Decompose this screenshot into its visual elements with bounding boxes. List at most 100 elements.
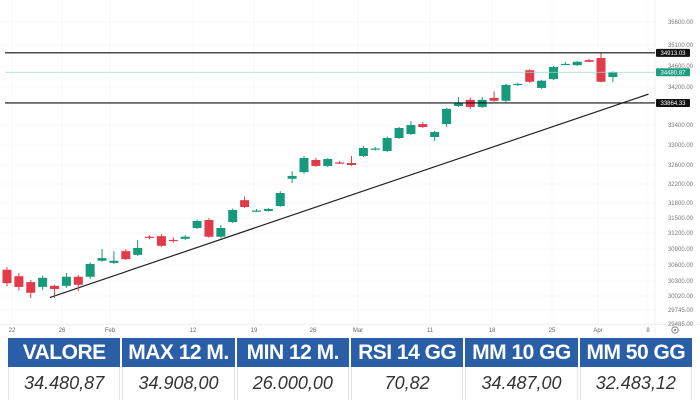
candle bbox=[73, 274, 83, 292]
candle-body bbox=[38, 277, 48, 287]
candle-body bbox=[97, 258, 107, 261]
candle-body bbox=[572, 61, 582, 66]
candle-body bbox=[513, 83, 523, 86]
candle bbox=[299, 156, 309, 174]
candle-body bbox=[287, 175, 297, 179]
candle-body bbox=[263, 209, 273, 211]
candle bbox=[513, 82, 523, 86]
value-rsi-14: 70,82 bbox=[351, 367, 464, 400]
x-tick-label: 8 bbox=[646, 328, 650, 334]
candle-body bbox=[73, 276, 83, 285]
candle bbox=[572, 60, 582, 66]
candle-body bbox=[14, 276, 24, 287]
candle-body bbox=[168, 239, 178, 242]
settings-icon[interactable] bbox=[671, 326, 679, 334]
x-tick-label: Apr bbox=[593, 328, 602, 334]
candle-body bbox=[418, 124, 428, 127]
y-tick-label: 34600.00 bbox=[668, 64, 694, 70]
candle-body bbox=[275, 193, 285, 206]
x-tick-label: 18 bbox=[489, 328, 496, 334]
header-valore: VALORE bbox=[8, 338, 121, 367]
candle bbox=[501, 83, 511, 103]
candle-body bbox=[323, 159, 333, 166]
candle bbox=[453, 96, 463, 107]
candle bbox=[442, 107, 452, 127]
candle-body bbox=[180, 236, 190, 239]
candle bbox=[406, 121, 416, 135]
candle bbox=[228, 208, 238, 223]
y-tick-label: 32200.00 bbox=[668, 182, 694, 188]
candle bbox=[430, 131, 440, 141]
level-label-box bbox=[656, 68, 690, 77]
candle-body bbox=[204, 220, 214, 237]
candle-body bbox=[240, 200, 250, 207]
candle-body bbox=[228, 210, 238, 222]
y-tick-label: 31500.00 bbox=[668, 216, 694, 222]
candle bbox=[311, 158, 321, 167]
stats-table: VALORE MAX 12 M. MIN 12 M. RSI 14 GG MM … bbox=[8, 338, 692, 400]
candle-body bbox=[145, 236, 155, 238]
candle-body bbox=[156, 236, 166, 246]
candle bbox=[121, 249, 131, 261]
candle-body bbox=[347, 163, 357, 165]
candle-body bbox=[548, 67, 558, 80]
candle-body bbox=[358, 148, 368, 156]
candle bbox=[145, 235, 155, 240]
y-tick-label: 29745.00 bbox=[668, 308, 694, 314]
candle bbox=[382, 136, 392, 152]
candle-body bbox=[109, 260, 119, 263]
candle-body bbox=[216, 228, 226, 237]
candle bbox=[180, 235, 190, 240]
y-tick-label: 35100.00 bbox=[668, 43, 694, 49]
candle bbox=[97, 249, 107, 262]
candle bbox=[323, 158, 333, 167]
candle bbox=[85, 262, 95, 279]
x-tick-label: 11 bbox=[427, 328, 434, 334]
level-label: 34913.03 bbox=[660, 51, 686, 57]
y-tick-label: 30600.00 bbox=[668, 263, 694, 269]
header-rsi-14: RSI 14 GG bbox=[351, 338, 464, 367]
candle-body bbox=[596, 58, 606, 82]
candle bbox=[358, 146, 368, 157]
y-tick-label: 30020.00 bbox=[668, 294, 694, 300]
candle bbox=[335, 161, 345, 164]
y-axis: 35600.00 35100.00 34600.00 34200.00 33400.00… bbox=[668, 20, 694, 328]
candle-body bbox=[50, 285, 60, 290]
candle bbox=[525, 69, 535, 83]
candle bbox=[38, 275, 48, 291]
x-axis: 22 26 Feb 12 19 26 Mar 11 18 25 Apr 8 bbox=[9, 328, 651, 334]
x-tick-label: Mar bbox=[353, 328, 363, 334]
candle-body bbox=[394, 128, 404, 138]
candle bbox=[26, 279, 36, 299]
candle-body bbox=[2, 269, 12, 284]
candle-body bbox=[525, 70, 535, 82]
trendline-segment bbox=[49, 93, 649, 299]
candle bbox=[548, 66, 558, 81]
candle bbox=[2, 267, 12, 287]
x-tick-label: 26 bbox=[310, 328, 317, 334]
y-tick-label: 33400.00 bbox=[668, 123, 694, 129]
trendline bbox=[49, 93, 649, 299]
value-valore: 34.480,87 bbox=[8, 367, 121, 400]
candle-body bbox=[382, 138, 392, 151]
candles bbox=[2, 52, 618, 299]
candle bbox=[370, 147, 380, 151]
candle-body bbox=[251, 210, 261, 212]
candle bbox=[204, 218, 214, 238]
x-tick-label: 19 bbox=[251, 328, 258, 334]
y-tick-label: 31200.00 bbox=[668, 231, 694, 237]
candle-body bbox=[121, 251, 131, 260]
candle-body bbox=[560, 63, 570, 66]
header-max-12m: MAX 12 M. bbox=[122, 338, 235, 367]
value-min-12m: 26.000,00 bbox=[236, 367, 349, 400]
level-label-box bbox=[656, 98, 690, 107]
value-mm-10: 34.487,00 bbox=[465, 367, 578, 400]
candle bbox=[263, 208, 273, 212]
value-max-12m: 34.908,00 bbox=[122, 367, 235, 400]
candle-body bbox=[133, 247, 143, 255]
level-label-box bbox=[656, 48, 690, 57]
candle-body bbox=[311, 160, 321, 166]
level-resistance: 34913.03 bbox=[5, 48, 690, 57]
level-label: 34480.87 bbox=[660, 70, 686, 76]
candle-body bbox=[442, 108, 452, 125]
